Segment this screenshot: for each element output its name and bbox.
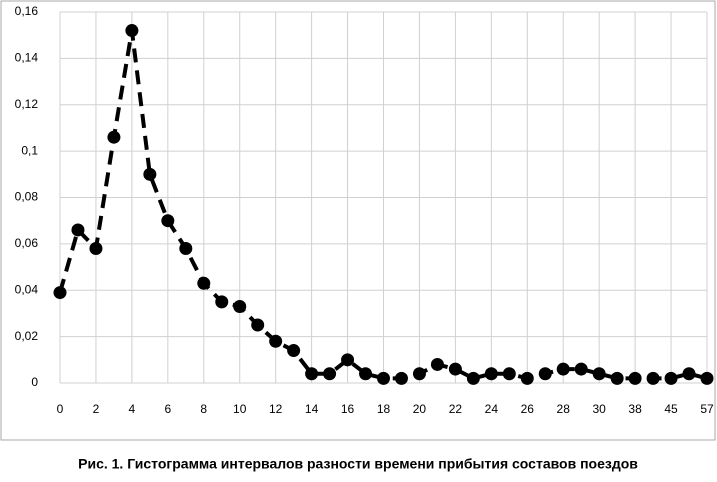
- y-tick-label: 0,04: [15, 282, 39, 296]
- marker: [71, 223, 85, 237]
- marker: [125, 24, 139, 38]
- x-tick-label: 10: [233, 402, 247, 416]
- x-tick-label: 6: [164, 402, 171, 416]
- chart-border: [0, 0, 716, 441]
- marker: [143, 167, 157, 181]
- marker: [394, 371, 408, 385]
- marker: [287, 344, 301, 358]
- marker: [520, 371, 534, 385]
- x-tick-label: 8: [200, 402, 207, 416]
- marker: [556, 362, 570, 376]
- marker: [269, 334, 283, 348]
- marker: [466, 371, 480, 385]
- marker: [574, 362, 588, 376]
- x-tick-label: 0: [57, 402, 64, 416]
- x-tick-label: 30: [592, 402, 606, 416]
- marker: [179, 242, 193, 256]
- marker: [502, 367, 516, 381]
- marker: [682, 367, 696, 381]
- x-tick-label: 2: [93, 402, 100, 416]
- marker: [538, 367, 552, 381]
- marker: [700, 371, 714, 385]
- x-tick-label: 12: [269, 402, 283, 416]
- marker: [53, 286, 67, 300]
- marker: [412, 367, 426, 381]
- x-tick-label: 18: [377, 402, 391, 416]
- x-tick-label: 22: [449, 402, 463, 416]
- y-tick-label: 0,08: [15, 190, 39, 204]
- marker: [359, 367, 373, 381]
- marker: [233, 299, 247, 313]
- y-tick-label: 0,02: [15, 329, 39, 343]
- marker: [484, 367, 498, 381]
- marker: [341, 353, 355, 367]
- marker: [664, 371, 678, 385]
- y-tick-label: 0: [31, 375, 38, 389]
- marker: [89, 242, 103, 256]
- marker: [592, 367, 606, 381]
- y-tick-label: 0,16: [15, 4, 39, 18]
- marker: [251, 318, 265, 332]
- y-tick-label: 0,06: [15, 236, 39, 250]
- x-tick-label: 45: [664, 402, 678, 416]
- x-tick-label: 26: [521, 402, 535, 416]
- y-tick-label: 0,1: [21, 143, 38, 157]
- caption: Рис. 1. Гистограмма интервалов разности …: [78, 456, 638, 472]
- x-tick-label: 4: [129, 402, 136, 416]
- marker: [610, 371, 624, 385]
- marker: [646, 371, 660, 385]
- y-tick-label: 0,12: [15, 97, 39, 111]
- x-tick-label: 14: [305, 402, 319, 416]
- marker: [448, 362, 462, 376]
- x-tick-label: 24: [485, 402, 499, 416]
- marker: [107, 130, 121, 144]
- marker: [305, 367, 319, 381]
- marker: [215, 295, 229, 309]
- x-tick-label: 20: [413, 402, 427, 416]
- marker: [197, 276, 211, 290]
- x-tick-label: 57: [700, 402, 714, 416]
- x-tick-label: 28: [557, 402, 571, 416]
- x-tick-label: 16: [341, 402, 355, 416]
- marker: [161, 214, 175, 228]
- marker: [628, 371, 642, 385]
- x-tick-label: 38: [628, 402, 642, 416]
- y-tick-label: 0,14: [15, 51, 39, 65]
- marker: [377, 371, 390, 385]
- marker: [323, 367, 337, 381]
- marker: [430, 357, 444, 371]
